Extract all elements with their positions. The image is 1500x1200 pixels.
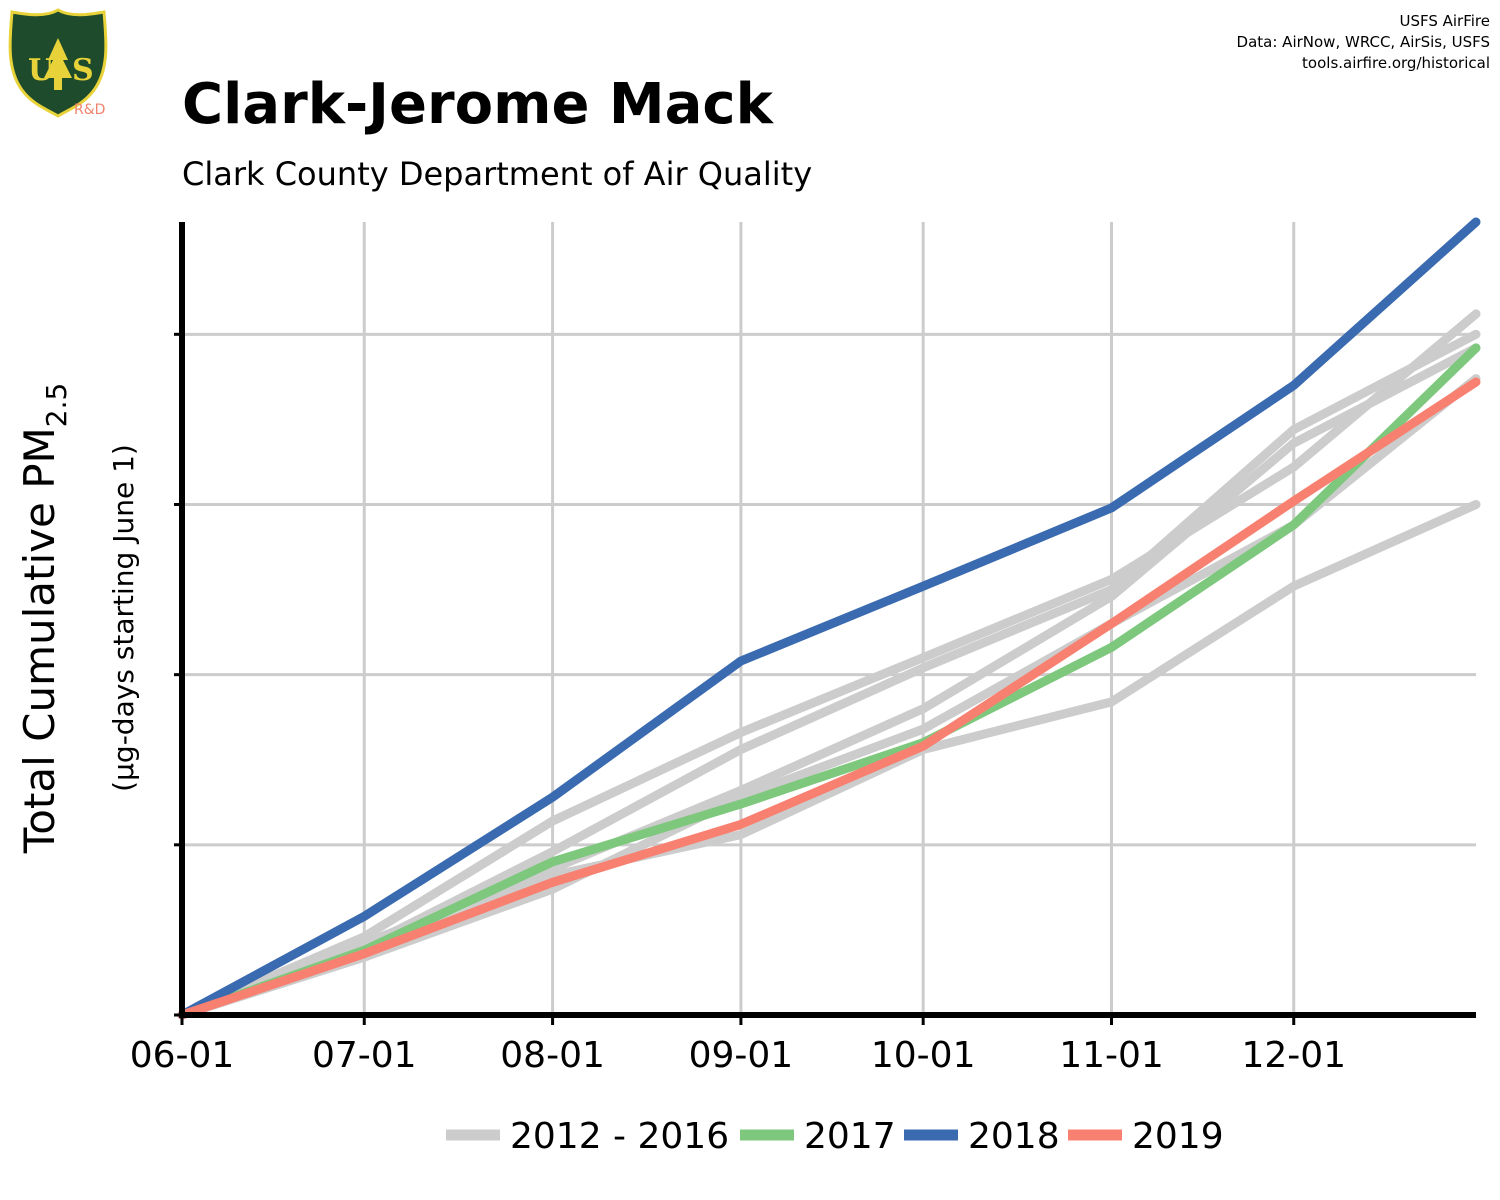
y-axis-label: Total Cumulative PM2.5 [15, 383, 73, 855]
x-tick-label-2: 08-01 [500, 1035, 605, 1076]
legend-label-2: 2018 [968, 1116, 1060, 1157]
credit-website: tools.airfire.org/historical [1302, 54, 1490, 72]
series-layer [177, 217, 1481, 1020]
x-tick-label-0: 06-01 [130, 1035, 235, 1076]
usfs-shield-logo: U S R&D [8, 8, 108, 118]
logo-u-glyph: U [28, 53, 54, 88]
tree-icon [44, 38, 72, 90]
legend-layer: 2012 - 2016 2017 2018 2019 [446, 1116, 1224, 1157]
x-tick-label-1: 07-01 [312, 1035, 417, 1076]
y-axis-units: (µg-days starting June 1) [107, 444, 140, 792]
credit-data-sources: Data: AirNow, WRCC, AirSis, USFS [1236, 33, 1490, 51]
series-line-7 [177, 377, 1481, 1020]
logo-rd-label: R&D [74, 102, 105, 118]
x-tick-label-5: 11-01 [1059, 1035, 1164, 1076]
chart-subtitle: Clark County Department of Air Quality [182, 155, 813, 193]
series-line-0 [177, 309, 1481, 1020]
x-tick-label-3: 09-01 [689, 1035, 794, 1076]
y-axis-label-subscript: 2.5 [40, 383, 73, 428]
legend-label-1: 2017 [804, 1116, 896, 1157]
logo-s-glyph: S [72, 53, 94, 88]
x-tick-label-6: 12-01 [1241, 1035, 1346, 1076]
x-tick-label-4: 10-01 [871, 1035, 976, 1076]
y-axis-label-main: Total Cumulative PM [15, 427, 64, 854]
chart-title: Clark-Jerome Mack [182, 72, 773, 137]
series-line-6 [177, 217, 1481, 1020]
legend-label-3: 2019 [1132, 1116, 1224, 1157]
grid-layer [182, 222, 1476, 1015]
legend-label-0: 2012 - 2016 [510, 1116, 729, 1157]
credit-source-airfire: USFS AirFire [1399, 12, 1490, 30]
axis-layer: 06-01 07-01 08-01 09-01 10-01 11-01 12-01 Total… [15, 222, 1476, 1076]
series-line-5 [177, 343, 1481, 1020]
series-line-2 [177, 343, 1481, 1020]
